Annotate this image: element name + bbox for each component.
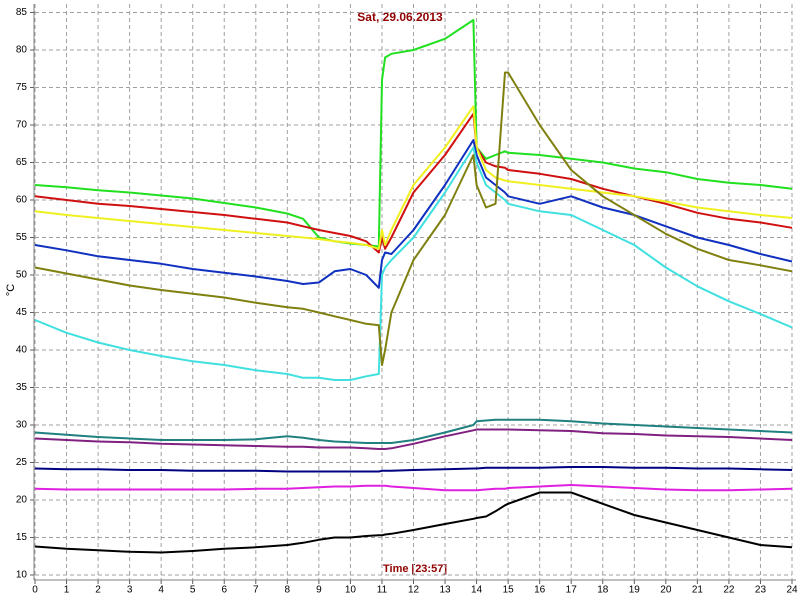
- x-tick-label: 15: [503, 585, 515, 596]
- y-tick-label: 10: [16, 570, 28, 581]
- x-tick-label: 7: [253, 585, 259, 596]
- data-line: [34, 139, 793, 289]
- y-tick-label: 75: [16, 82, 28, 93]
- y-tick-label: 30: [16, 420, 28, 431]
- x-tick-label: 21: [692, 585, 704, 596]
- x-tick-label: 16: [534, 585, 546, 596]
- y-tick-label: 35: [16, 382, 28, 393]
- x-tick-label: 20: [660, 585, 672, 596]
- y-tick-label: 60: [16, 195, 28, 206]
- x-tick-label: 5: [190, 585, 196, 596]
- x-tick-label: 9: [316, 585, 322, 596]
- y-tick-label: 45: [16, 307, 28, 318]
- x-tick-label: 23: [755, 585, 767, 596]
- data-line: [34, 418, 793, 444]
- x-tick-label: 0: [32, 585, 38, 596]
- x-tick-label: 1: [64, 585, 70, 596]
- y-tick-label: 80: [16, 45, 28, 56]
- data-line: [34, 71, 793, 366]
- y-tick-label: 85: [16, 7, 28, 18]
- x-tick-label: 18: [597, 585, 609, 596]
- y-tick-label: 15: [16, 532, 28, 543]
- x-tick-label: 13: [439, 585, 451, 596]
- y-tick-label: 40: [16, 345, 28, 356]
- data-line: [34, 484, 793, 492]
- data-line: [34, 428, 793, 450]
- x-tick-label: 6: [221, 585, 227, 596]
- x-tick-label: 14: [471, 585, 483, 596]
- y-axis-label: °C: [5, 284, 17, 296]
- x-tick-label: 22: [723, 585, 735, 596]
- y-tick-label: 20: [16, 495, 28, 506]
- data-line: [34, 112, 793, 254]
- x-tick-label: 4: [158, 585, 164, 596]
- x-tick-label: 3: [127, 585, 133, 596]
- y-tick-label: 25: [16, 457, 28, 468]
- y-tick-label: 55: [16, 232, 28, 243]
- y-tick-label: 50: [16, 270, 28, 281]
- x-tick-label: 19: [629, 585, 641, 596]
- data-line: [34, 491, 793, 554]
- data-line: [34, 466, 793, 473]
- x-tick-label: 24: [786, 585, 798, 596]
- x-tick-label: 2: [95, 585, 101, 596]
- x-tick-label: 17: [566, 585, 578, 596]
- data-line: [34, 146, 793, 381]
- x-tick-label: 11: [377, 585, 388, 596]
- x-tick-label: 10: [345, 585, 357, 596]
- x-tick-label: 12: [408, 585, 420, 596]
- x-axis-label: Time [23:57]: [383, 563, 447, 575]
- y-tick-label: 70: [16, 120, 28, 131]
- y-tick-label: 65: [16, 157, 28, 168]
- data-line: [34, 105, 793, 250]
- chart-title: Sat, 29.06.2013: [357, 10, 443, 24]
- data-line: [34, 19, 793, 248]
- x-tick-label: 8: [285, 585, 291, 596]
